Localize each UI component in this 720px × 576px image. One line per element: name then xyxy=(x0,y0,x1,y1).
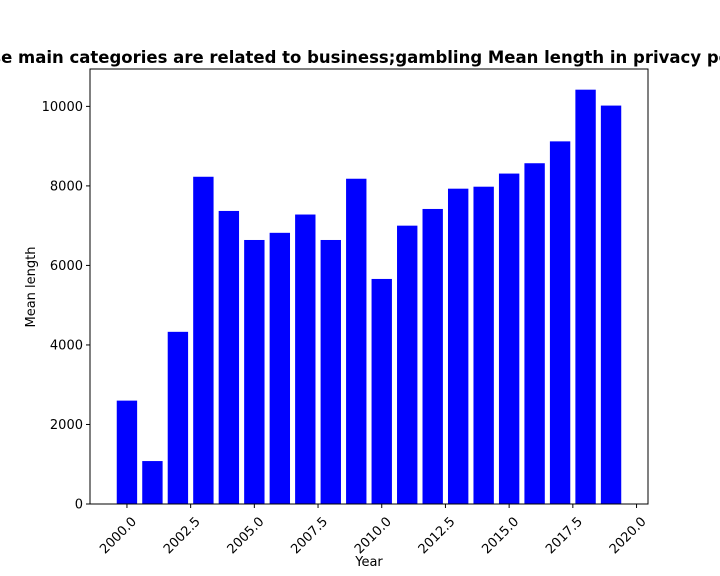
bar-2010 xyxy=(371,278,392,504)
y-tick-label: 2000 xyxy=(50,418,83,433)
bar-2000 xyxy=(116,400,138,504)
bar-2012 xyxy=(422,208,443,504)
bar-2001 xyxy=(142,461,163,504)
bar-2018 xyxy=(575,89,596,505)
bar-2015 xyxy=(498,173,520,504)
bar-2006 xyxy=(269,232,291,504)
bar-2011 xyxy=(397,225,418,504)
x-tick-label: 2000.0 xyxy=(97,514,140,557)
bar-2019 xyxy=(600,105,622,504)
x-axis-label: Year xyxy=(354,555,383,570)
y-tick-label: 6000 xyxy=(50,259,83,274)
bar-2013 xyxy=(447,188,469,504)
x-tick-label: 2017.5 xyxy=(543,514,586,557)
y-axis-label: Mean length xyxy=(24,247,39,328)
bar-2005 xyxy=(244,239,265,505)
x-tick-label: 2002.5 xyxy=(161,514,204,557)
bar-2002 xyxy=(167,331,189,504)
y-tick-label: 0 xyxy=(75,498,83,513)
bar-2004 xyxy=(218,210,240,504)
x-axis: 2000.0 2002.5 2005.0 2007.5 2010.0 2012.5 2015… xyxy=(97,504,650,557)
y-tick-label: 8000 xyxy=(50,179,83,194)
bar-2016 xyxy=(524,163,545,505)
bar-2017 xyxy=(549,141,571,504)
x-tick-label: 2005.0 xyxy=(225,514,268,557)
y-tick-label: 4000 xyxy=(50,338,83,353)
bar-2003 xyxy=(193,176,214,504)
x-tick-label: 2007.5 xyxy=(288,514,331,557)
x-tick-label: 2010.0 xyxy=(352,514,395,557)
x-tick-label: 2012.5 xyxy=(416,514,459,557)
bar-2008 xyxy=(320,239,341,505)
plot-frame xyxy=(89,68,649,505)
bar-2009 xyxy=(346,178,367,505)
x-tick-label: 2015.0 xyxy=(479,514,522,557)
y-axis: 0 2000 4000 6000 8000 10000 xyxy=(42,100,90,513)
bar-2014 xyxy=(473,186,494,504)
x-tick-label: 2020.0 xyxy=(607,514,650,557)
chart-title: Apps whose main categories are related t… xyxy=(0,48,720,67)
bar-2007 xyxy=(295,214,316,504)
y-tick-label: 10000 xyxy=(42,100,83,115)
bars-group xyxy=(116,89,622,505)
